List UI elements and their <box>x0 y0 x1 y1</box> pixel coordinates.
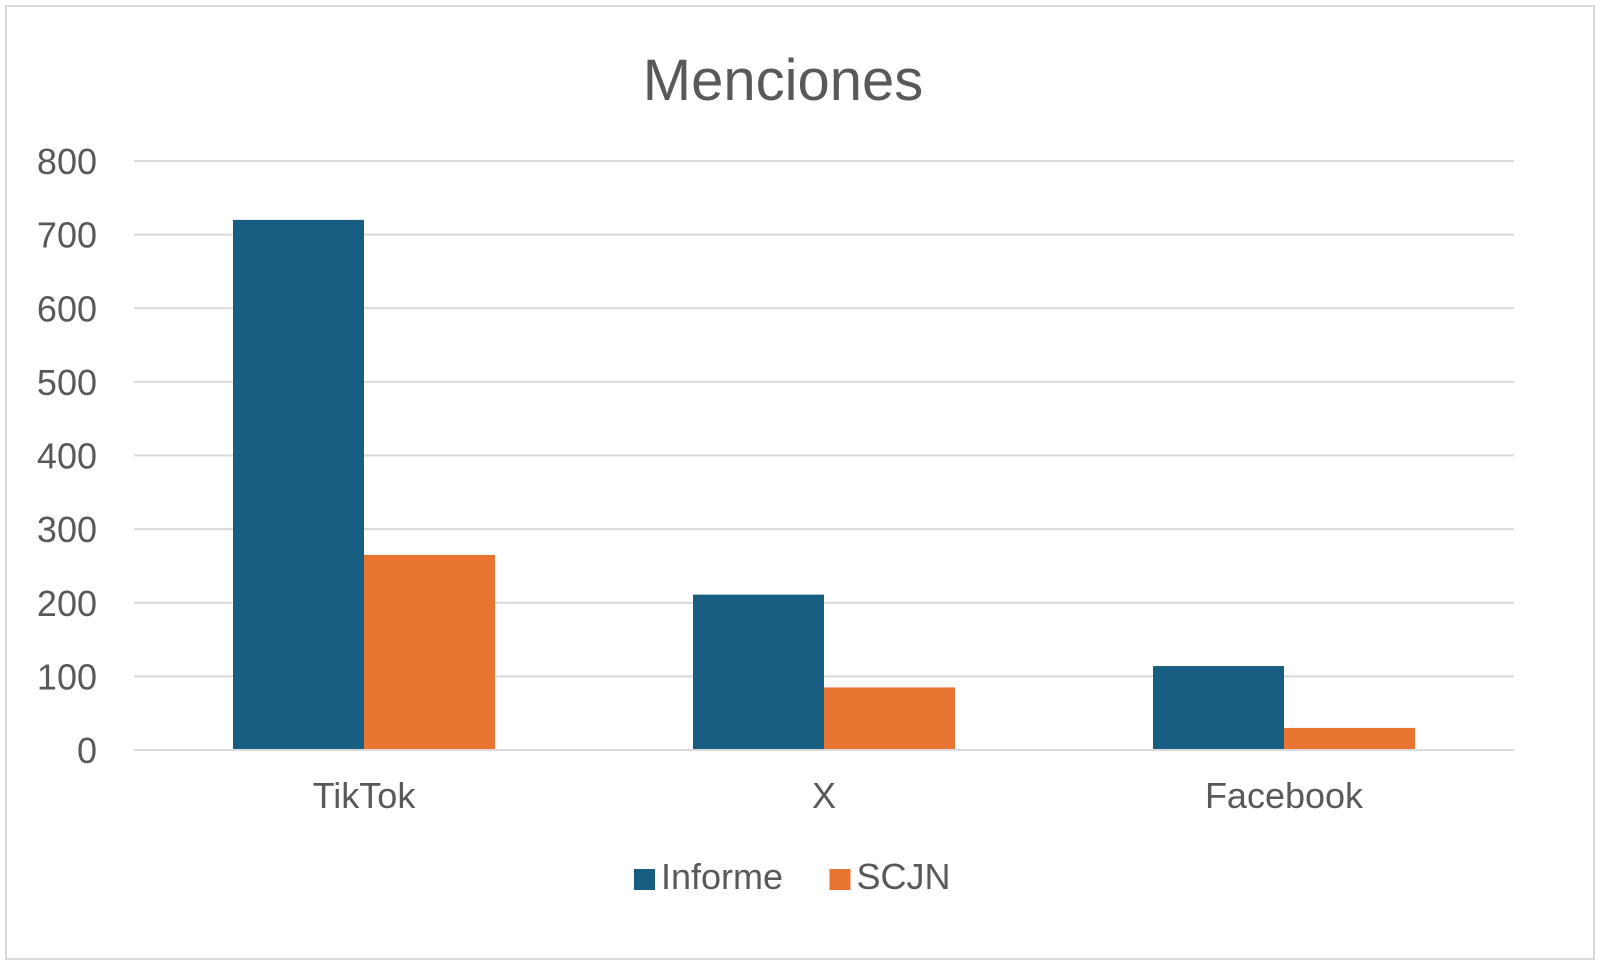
y-tick-label: 200 <box>37 583 97 624</box>
bar-informe-tiktok <box>233 219 364 750</box>
bars <box>233 219 1415 750</box>
y-tick-label: 400 <box>37 436 97 477</box>
bar-chart: 0 100 200 300 400 500 600 700 800 TikTok X Faceboo… <box>37 48 1514 897</box>
legend-swatch-scjn <box>829 869 851 890</box>
y-tick-label: 300 <box>37 509 97 550</box>
chart-frame: 0 100 200 300 400 500 600 700 800 TikTok X Faceboo… <box>5 5 1595 960</box>
y-tick-label: 0 <box>77 730 97 771</box>
bar-scjn-x <box>824 687 955 750</box>
bar-informe-x <box>693 594 824 750</box>
x-tick-label: TikTok <box>313 775 417 816</box>
x-tick-label: X <box>812 775 836 816</box>
y-tick-label: 500 <box>37 362 97 403</box>
legend-label-scjn: SCJN <box>857 856 951 897</box>
y-tick-label: 700 <box>37 215 97 256</box>
legend: Informe SCJN <box>634 856 951 897</box>
legend-swatch-informe <box>634 869 655 890</box>
chart-title: Menciones <box>643 48 923 113</box>
legend-label-informe: Informe <box>661 856 783 897</box>
y-tick-label: 800 <box>37 141 97 182</box>
y-axis-ticks: 0 100 200 300 400 500 600 700 800 <box>37 141 97 771</box>
x-axis-ticks: TikTok X Facebook <box>313 775 1364 816</box>
y-tick-label: 100 <box>37 656 97 697</box>
bar-scjn-facebook <box>1284 727 1415 750</box>
bar-scjn-tiktok <box>364 554 495 750</box>
x-tick-label: Facebook <box>1205 775 1364 816</box>
bar-informe-facebook <box>1153 666 1284 750</box>
y-tick-label: 600 <box>37 288 97 329</box>
